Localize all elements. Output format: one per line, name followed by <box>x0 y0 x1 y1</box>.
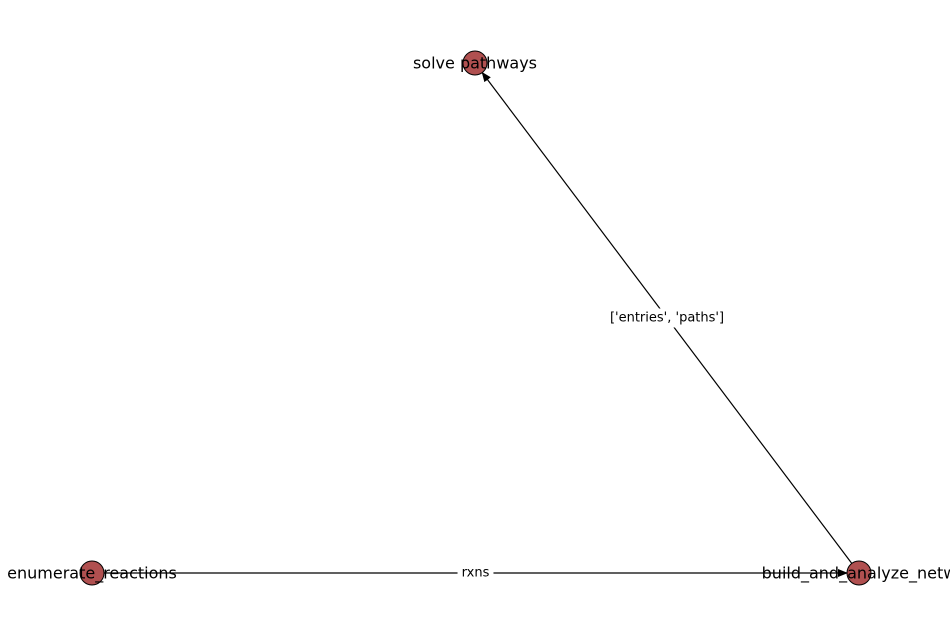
edge-labels-layer: rxns ['entries', 'paths'] <box>457 308 729 583</box>
node-label-build-and-analyze-network: build_and_analyze_netw <box>762 564 950 584</box>
node-enumerate-reactions[interactable] <box>79 560 105 586</box>
edge-label-bg-entries-paths <box>605 308 729 328</box>
edges-layer <box>92 71 860 577</box>
edge-label-entries-paths: ['entries', 'paths'] <box>610 311 724 326</box>
node-label-enumerate-reactions: enumerate_reactions <box>7 564 177 584</box>
node-build-and-analyze-network[interactable] <box>846 560 872 586</box>
node-labels-layer: solve pathways enumerate_reactions build… <box>7 54 950 584</box>
node-solve-pathways[interactable] <box>462 50 488 76</box>
node-label-solve-pathways: solve pathways <box>413 54 537 73</box>
edge-label-rxns: rxns <box>462 566 490 581</box>
edge-label-bg-rxns <box>457 563 494 583</box>
nodes-layer <box>79 50 872 586</box>
